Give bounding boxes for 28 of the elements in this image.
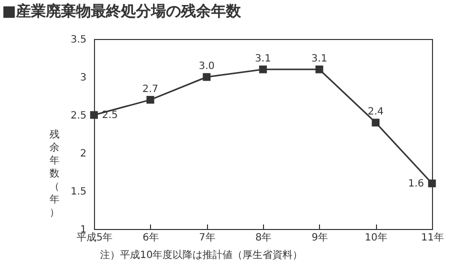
x-tick-label: 9年 <box>312 232 328 244</box>
y-axis-title: 残余年数（年） <box>50 128 60 218</box>
y-tick-label: 3.5 <box>70 34 86 46</box>
x-tick-label: 8年 <box>255 232 272 244</box>
data-label: 2.4 <box>368 106 384 118</box>
data-label: 3.1 <box>311 53 328 64</box>
y-tick-label: 2.5 <box>70 110 86 122</box>
x-tick-label: 6年 <box>142 232 160 244</box>
chart-title: ■産業廃棄物最終処分場の残余年数 <box>1 1 242 22</box>
point <box>315 66 324 74</box>
point <box>146 96 154 104</box>
point <box>372 118 380 126</box>
x-tick-label: 10年 <box>364 232 388 244</box>
data-label: 2.7 <box>142 84 158 95</box>
point <box>202 73 211 81</box>
data-label: 3.1 <box>255 53 271 64</box>
data-label: 2.5 <box>102 110 118 121</box>
y-tick-label: 3 <box>80 72 86 84</box>
y-tick-label: 2 <box>80 148 86 160</box>
data-label: 1.6 <box>408 178 424 190</box>
point <box>90 111 98 119</box>
x-tick-label: 11年 <box>421 232 444 244</box>
x-tick-label: 7年 <box>198 232 216 244</box>
point <box>428 180 436 188</box>
data-label: 3.0 <box>198 61 215 72</box>
text: 注）平成10年度以降は推計値（厚生省資料） <box>99 248 304 262</box>
point <box>259 66 267 74</box>
y-tick-label: 1.5 <box>70 186 86 198</box>
